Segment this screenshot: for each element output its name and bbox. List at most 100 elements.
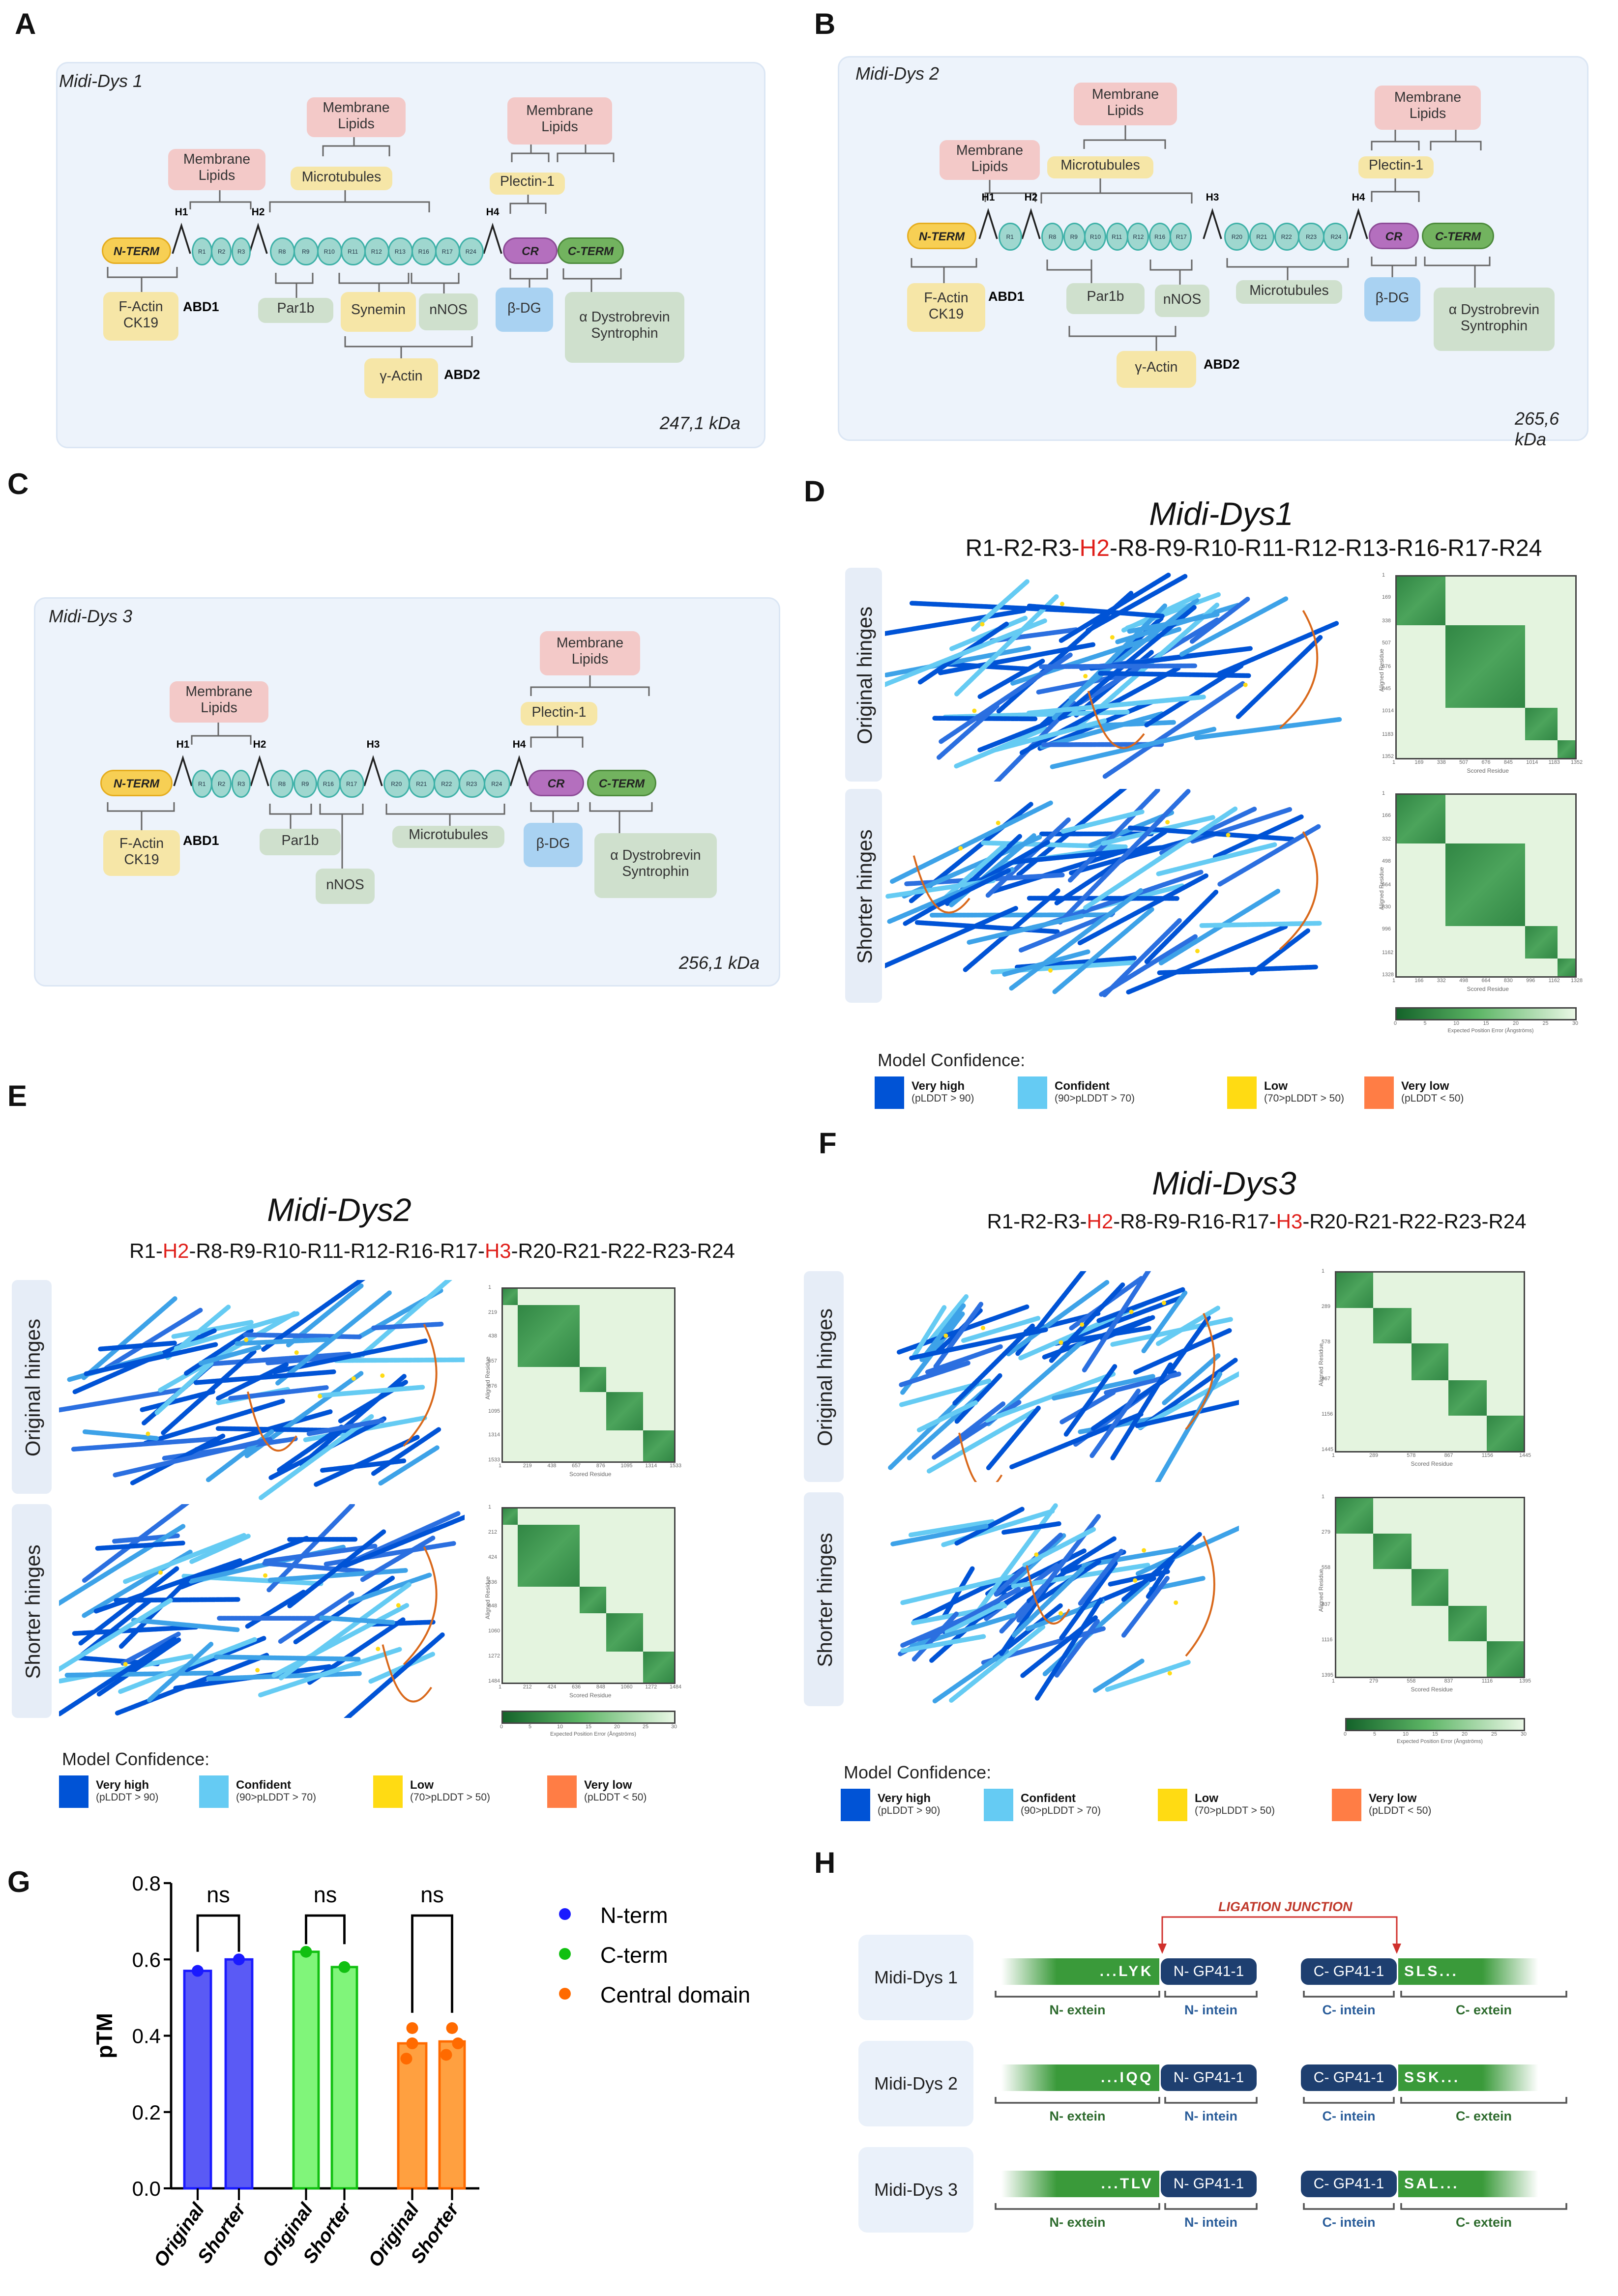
helix: [1026, 695, 1206, 716]
disordered-loop: [1026, 1565, 1070, 1625]
bar: [438, 2040, 466, 2190]
helix: [1001, 1521, 1061, 1535]
legend-label: Very high: [878, 1792, 931, 1805]
pae-colorbar: [501, 1711, 676, 1724]
spectrin-repeat: R22: [1273, 223, 1299, 251]
helix: [293, 1575, 395, 1645]
helix: [1162, 1353, 1221, 1405]
row-label: Original hinges: [20, 1318, 44, 1456]
c-intein-box: C- GP41-1: [1301, 2064, 1397, 2091]
protein-structure-image: [885, 572, 1342, 782]
helix: [1100, 1315, 1155, 1341]
colorbar-tick: 15: [586, 1724, 591, 1730]
c-extein-label: C- extein: [1455, 2215, 1512, 2230]
heatmap-block: [518, 1524, 580, 1587]
helix: [1155, 1306, 1220, 1346]
helix: [120, 1631, 181, 1666]
junction-bracket: [1161, 1916, 1398, 1949]
legend-range: (pLDDT < 50): [1369, 1806, 1432, 1817]
helix: [104, 1308, 203, 1370]
spectrin-repeat: R17: [339, 770, 364, 798]
low-confidence-region: [1174, 1600, 1178, 1605]
colorbar-tick: 20: [614, 1724, 620, 1730]
helix: [267, 1568, 408, 1583]
y-tick-label: 676: [1382, 663, 1391, 669]
helix: [1127, 612, 1220, 634]
heatmap-block: [643, 1651, 674, 1683]
row-label-box: Shorter hinges: [12, 1504, 52, 1718]
heatmap-block: [580, 1587, 606, 1613]
y-tick-label: 1352: [1382, 754, 1394, 759]
helix: [82, 1504, 190, 1583]
helix: [318, 1385, 426, 1398]
n-intein-label: N- intein: [1184, 2215, 1237, 2230]
colorbar-tick: 10: [1403, 1731, 1409, 1737]
helix: [1121, 1575, 1170, 1638]
model-title: Midi-Dys1: [1149, 495, 1294, 532]
panel-letter-a: A: [15, 9, 36, 41]
y-tick-label: 830: [1382, 903, 1391, 910]
helix: [1141, 1290, 1188, 1354]
heatmap-block: [580, 1366, 606, 1393]
y-tick-label: 507: [1382, 640, 1391, 646]
heatmap-block: [1448, 1379, 1486, 1416]
spectrin-repeat: R23: [1298, 223, 1324, 251]
helix: [1104, 1371, 1181, 1395]
pae-heatmap: [1335, 1271, 1525, 1453]
helix: [360, 1536, 436, 1582]
legend-label: Low: [1264, 1079, 1288, 1093]
spectrin-repeat: R22: [434, 770, 460, 798]
helix: [900, 1634, 986, 1654]
pae-colorbar: [1345, 1718, 1525, 1731]
colorbar-tick: 15: [1432, 1731, 1438, 1737]
y-tick-label: 1095: [488, 1407, 500, 1414]
helix: [889, 800, 1053, 884]
helix: [1011, 844, 1166, 865]
molecular-weight: 247,1 kDa: [659, 413, 740, 434]
helix: [994, 1548, 1087, 1597]
helix: [371, 1427, 441, 1476]
helix: [59, 1598, 173, 1672]
low-confidence-region: [996, 820, 1000, 825]
colorbar-tick: 25: [642, 1724, 648, 1730]
hinge-label: H4: [1352, 193, 1365, 203]
colorbar-tick: 15: [1483, 1020, 1489, 1026]
legend-label: Very low: [1369, 1792, 1417, 1805]
construct-title: Midi-Dys 2: [855, 63, 940, 84]
c-term-domain: C-TERM: [587, 770, 656, 796]
bracket-line: [995, 1991, 1160, 1998]
low-confidence-region: [123, 1662, 128, 1667]
legend-label: Confident: [236, 1778, 291, 1792]
helix: [949, 1625, 1046, 1703]
spectrin-repeat: R20: [383, 770, 410, 798]
legend-label: Confident: [1021, 1792, 1076, 1805]
x-axis-title: Scored Residue: [1411, 1460, 1453, 1467]
helix: [1006, 1279, 1110, 1357]
legend-range: (90>pLDDT > 70): [1055, 1094, 1135, 1104]
helix: [1085, 720, 1176, 728]
c-extein-bar: SLS...: [1398, 1958, 1538, 1985]
helix: [912, 1305, 947, 1358]
x-tick-label: 279: [1369, 1678, 1379, 1684]
y-axis-title: Aligned Residue: [1317, 1568, 1325, 1611]
bracket-line: [1400, 2097, 1567, 2104]
spectrin-repeat: R12: [1127, 223, 1150, 251]
helix: [932, 1649, 1009, 1704]
heatmap-block: [503, 1289, 519, 1305]
x-tick-label: 1: [499, 1463, 501, 1469]
sequence-segment: R1-R2-R3-: [987, 1209, 1087, 1233]
ligation-junction-label: LIGATION JUNCTION: [1218, 1899, 1353, 1914]
spectrin-repeat: R1: [192, 770, 212, 798]
low-confidence-region: [943, 1333, 948, 1338]
x-tick-label: 1314: [645, 1463, 657, 1469]
construct-title: Midi-Dys 3: [49, 606, 133, 627]
heatmap-block: [1411, 1344, 1449, 1380]
spectrin-repeat: R10: [317, 237, 342, 265]
x-tick-label: 996: [1526, 978, 1535, 984]
y-tick-label: 1060: [488, 1628, 500, 1634]
disordered-loop: [403, 1546, 438, 1665]
y-tick-label: 219: [488, 1309, 497, 1315]
panel-letter-b: B: [814, 9, 836, 41]
helix: [189, 1534, 251, 1564]
bar: [183, 1970, 212, 2190]
